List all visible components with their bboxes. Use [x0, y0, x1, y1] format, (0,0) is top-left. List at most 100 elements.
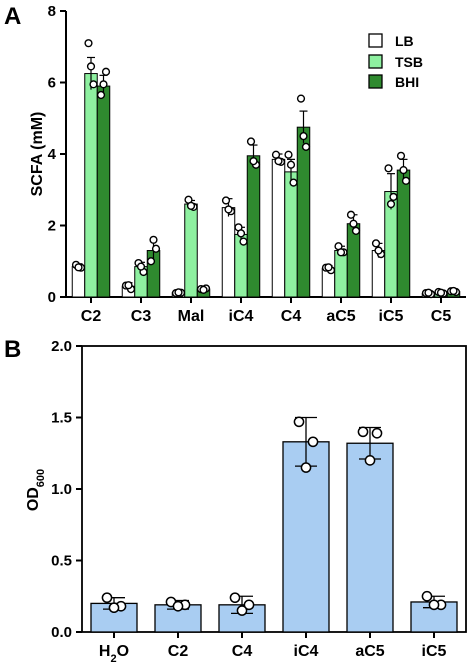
panel-b-chart: 0.0 0.5 1.0 1.5 2.0 H2O C2 C4 iC4 aC5 iC5: [51, 338, 467, 665]
legend-label-lb: LB: [395, 33, 414, 49]
panel-b-data-point: [243, 599, 255, 611]
panel-b-category-label-ac5: aC5: [355, 643, 384, 660]
panel-a-data-point: [74, 263, 83, 272]
panel-b-category-label-ic5: iC5: [422, 643, 447, 660]
panel-a-bar-bhi-c2: [96, 85, 111, 298]
panel-a-bar-bhi-ac5: [346, 223, 361, 298]
panel-a-data-point: [84, 39, 93, 48]
legend-label-bhi: BHI: [395, 74, 419, 90]
panel-a-data-point: [436, 288, 446, 297]
panel-a-data-point: [89, 80, 98, 89]
panel-b-data-point: [101, 592, 113, 604]
panel-a-data-point: [146, 257, 156, 266]
panel-a-data-point: [224, 205, 233, 214]
panel-a-y-tick-label: 4: [48, 146, 57, 163]
panel-a-data-point: [301, 142, 311, 151]
panel-b-data-point: [428, 599, 440, 611]
panel-b-category-label-h2o: H2O: [99, 643, 129, 665]
panel-a-category-label-ic5: iC5: [379, 308, 404, 325]
panel-a-data-point: [149, 235, 158, 244]
panel-b-data-point: [364, 455, 376, 466]
panel-b-bar-ic4: [282, 441, 330, 633]
panel-b-plot-frame: [81, 345, 467, 633]
panel-a-data-point: [221, 196, 231, 205]
panel-a-data-point: [351, 226, 361, 235]
panel-b-data-point: [371, 427, 383, 439]
panel-a-data-point: [346, 210, 356, 219]
panel-a-data-point: [151, 244, 161, 253]
panel-b-data-point: [357, 426, 369, 438]
panel-a-data-point: [86, 62, 96, 71]
panel-a-data-point: [384, 164, 393, 173]
panel-b-data-point: [108, 602, 120, 614]
panel-b-category-label-ic4: iC4: [294, 643, 319, 660]
panel-b-y-tick-label: 0.0: [51, 624, 72, 641]
panel-a-data-point: [274, 157, 283, 166]
panel-a-data-point: [174, 288, 183, 297]
panel-a-data-point: [186, 201, 196, 210]
panel-b-data-point: [229, 592, 241, 604]
panel-a-bar-tsb-c2: [84, 73, 98, 298]
panel-b-y-tick-label: 1.5: [51, 410, 72, 427]
panel-b-y-tick-label: 0.5: [51, 553, 72, 570]
panel-a-data-point: [101, 67, 111, 76]
panel-a-data-point: [401, 176, 411, 185]
panel-a-y-axis-title: SCFA (mM): [29, 112, 46, 197]
panel-a-y-tick-label: 0: [48, 289, 56, 306]
panel-a-bar-tsb-ac5: [334, 250, 348, 298]
panel-a-data-point: [199, 285, 208, 294]
panel-a-bar-bhi-c4: [296, 126, 311, 298]
panel-a-data-point: [389, 192, 398, 202]
panel-a-data-point: [289, 178, 298, 187]
panel-a-data-point: [236, 229, 246, 238]
panel-b-bar-ac5: [346, 442, 394, 633]
panel-b-data-point: [300, 462, 312, 473]
panel-a-data-point: [136, 262, 146, 271]
panel-a-data-point: [449, 286, 458, 296]
panel-a-bar-lb-c4: [271, 158, 286, 298]
panel-a-data-point: [349, 219, 358, 228]
panel-a-category-label-mal: Mal: [178, 308, 205, 325]
legend-label-tsb: TSB: [395, 54, 423, 70]
panel-b-y-tick-label: 2.0: [51, 338, 72, 355]
panel-a-category-label-c2: C2: [81, 308, 102, 325]
panel-b-data-point: [293, 416, 305, 428]
panel-a-bar-tsb-mal: [184, 203, 198, 298]
panel-letter-b: B: [4, 336, 21, 363]
panel-a-data-point: [396, 151, 406, 160]
legend-swatch-tsb: [368, 54, 383, 69]
legend-swatch-lb: [368, 33, 383, 48]
panel-b-data-point: [307, 436, 319, 448]
panel-b-y-axis-title: OD600: [25, 469, 47, 511]
panel-a-category-label-c4: C4: [281, 308, 302, 325]
panel-b-bar-h2o: [90, 602, 138, 633]
panel-a-category-label-c3: C3: [131, 308, 152, 325]
panel-a-data-point: [249, 157, 258, 166]
panel-b-data-point: [421, 590, 433, 602]
panel-b-category-label-c4: C4: [232, 643, 253, 660]
panel-b-data-point: [172, 600, 184, 612]
panel-a-data-point: [284, 150, 293, 159]
panel-a-y-tick-label: 2: [48, 218, 56, 235]
panel-a-data-point: [399, 165, 408, 175]
panel-a-data-point: [386, 199, 396, 209]
panel-a-y-tick-label: 8: [48, 3, 56, 20]
panel-a-data-point: [324, 263, 333, 272]
panel-b-y-tick-label: 1.0: [51, 481, 72, 498]
panel-a-data-point: [374, 246, 383, 255]
panel-a-data-point: [246, 137, 256, 146]
panel-a-category-label-ic4: iC4: [229, 308, 254, 325]
panel-a-data-point: [299, 132, 308, 141]
legend-swatch-bhi: [368, 74, 383, 89]
panel-b-data-point: [236, 605, 248, 616]
panel-a-data-point: [286, 160, 296, 169]
panel-a-category-label-ac5: aC5: [326, 308, 355, 325]
legend: LB TSB BHI: [368, 33, 423, 90]
panel-a-data-point: [371, 239, 381, 248]
panel-a-bar-tsb-c4: [284, 171, 298, 298]
panel-a-bar-bhi-ic4: [246, 155, 261, 298]
panel-b-y-axis-title-sub: 600: [35, 469, 47, 487]
panel-a-data-point: [96, 90, 106, 100]
panel-a-category-label-c5: C5: [431, 308, 452, 325]
